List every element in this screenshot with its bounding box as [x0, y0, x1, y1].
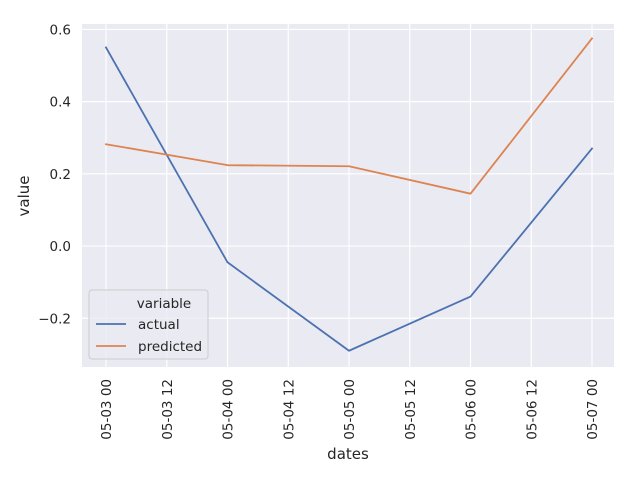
y-tick-labels: −0.2 0.0 0.2 0.4 0.6	[38, 22, 71, 327]
x-axis-title: dates	[327, 445, 369, 463]
y-tick-label: −0.2	[38, 311, 71, 327]
x-tick-label: 05-06 00	[464, 379, 480, 440]
x-tick-label: 05-04 12	[281, 379, 297, 440]
legend-label-actual: actual	[138, 317, 180, 333]
x-tick-label: 05-03 00	[99, 379, 115, 440]
legend-label-predicted: predicted	[138, 339, 202, 355]
series-line-actual	[104, 46, 594, 352]
x-tick-label: 05-06 12	[524, 379, 540, 440]
legend-box	[88, 289, 209, 360]
legend-title: variable	[137, 296, 191, 312]
x-tick-label: 05-07 00	[585, 379, 601, 440]
grid	[82, 24, 614, 367]
x-tick-label: 05-05 12	[403, 379, 419, 440]
y-tick-label: 0.4	[50, 95, 71, 111]
x-tick-label: 05-05 00	[342, 379, 358, 440]
y-tick-label: 0.2	[50, 167, 71, 183]
x-tick-label: 05-03 12	[160, 379, 176, 440]
x-tick-label: 05-04 00	[221, 379, 237, 440]
y-tick-label: 0.6	[50, 22, 71, 38]
legend: variable actual predicted	[88, 289, 209, 360]
x-tick-labels: 05-03 00 05-03 12 05-04 00 05-04 12 05-05 00…	[99, 379, 601, 440]
y-axis-title: value	[15, 176, 33, 217]
series-lines	[104, 37, 594, 352]
y-tick-label: 0.0	[50, 239, 71, 255]
series-line-predicted	[104, 37, 594, 195]
